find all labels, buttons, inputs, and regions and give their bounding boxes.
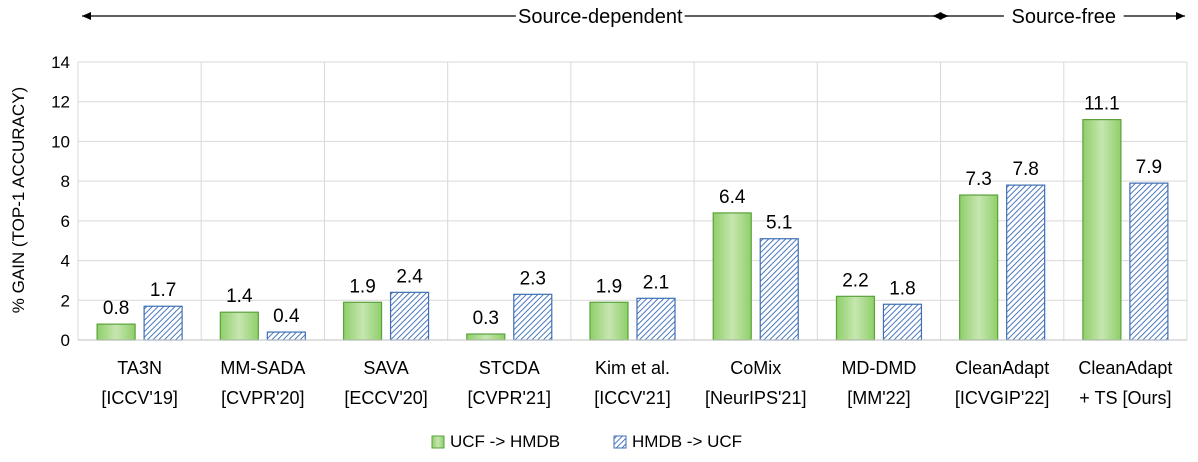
bar-ucf-hmdb bbox=[959, 194, 999, 341]
data-label-hmdb-ucf: 2.3 bbox=[520, 268, 546, 289]
legend-swatch-hmdb-ucf bbox=[613, 435, 627, 449]
x-tick-label: SAVA bbox=[363, 358, 408, 378]
y-tick-label: 0 bbox=[61, 331, 70, 350]
data-label-ucf-hmdb: 0.8 bbox=[103, 298, 129, 319]
y-tick-label: 12 bbox=[51, 93, 70, 112]
data-label-ucf-hmdb: 1.9 bbox=[596, 276, 622, 297]
data-label-hmdb-ucf: 5.1 bbox=[766, 213, 792, 234]
axes: 0 2 4 6 8 10 12 14 TA3N [ICCV'19] MM-SADA [CVPR'20]… bbox=[51, 53, 1187, 408]
data-label-hmdb-ucf: 2.4 bbox=[396, 266, 423, 287]
bar-ucf-hmdb bbox=[219, 311, 259, 341]
legend-label-ucf-hmdb: UCF -> HMDB bbox=[450, 432, 560, 451]
x-tick-label: Kim et al. bbox=[595, 358, 670, 378]
x-tick-label: MM-SADA bbox=[220, 358, 305, 378]
x-tick-label: CleanAdapt bbox=[955, 358, 1049, 378]
legend-label-hmdb-ucf: HMDB -> UCF bbox=[632, 432, 742, 451]
x-tick-label: [MM'22] bbox=[847, 388, 910, 408]
x-tick-label: STCDA bbox=[479, 358, 540, 378]
data-label-hmdb-ucf: 1.7 bbox=[150, 280, 176, 301]
bar-ucf-hmdb bbox=[342, 301, 383, 341]
x-tick-label: MD-DMD bbox=[841, 358, 916, 378]
x-tick-label: [NeurIPS'21] bbox=[705, 388, 807, 408]
x-tick-label: [ICCV'21] bbox=[594, 388, 670, 408]
bar-hmdb-ucf bbox=[759, 238, 799, 341]
top-annotations: Source-dependent Source-free bbox=[82, 6, 1185, 28]
y-tick-label: 4 bbox=[61, 252, 70, 271]
y-tick-label: 8 bbox=[61, 172, 70, 191]
bar-ucf-hmdb bbox=[466, 333, 506, 341]
data-label-ucf-hmdb: 0.3 bbox=[473, 308, 499, 329]
x-tick-label: [ICVGIP'22] bbox=[955, 388, 1049, 408]
data-label-hmdb-ucf: 7.9 bbox=[1136, 157, 1162, 178]
y-tick-label: 14 bbox=[51, 53, 70, 72]
x-tick-label: + TS [Ours] bbox=[1079, 388, 1171, 408]
x-tick-label: [CVPR'21] bbox=[468, 388, 551, 408]
y-tick-label: 6 bbox=[61, 212, 70, 231]
bar-hmdb-ucf bbox=[1006, 184, 1046, 341]
data-label-ucf-hmdb: 7.3 bbox=[965, 169, 991, 190]
data-label-ucf-hmdb: 6.4 bbox=[719, 187, 746, 208]
annotation-label: Source-dependent bbox=[518, 6, 683, 28]
legend-swatch-ucf-hmdb bbox=[431, 435, 445, 449]
bar-hmdb-ucf bbox=[143, 305, 183, 341]
bar-hmdb-ucf bbox=[513, 293, 553, 341]
x-tick-label: TA3N bbox=[117, 358, 162, 378]
y-tick-label: 10 bbox=[51, 132, 70, 151]
grid-lines bbox=[77, 61, 1188, 340]
bar-ucf-hmdb bbox=[589, 301, 629, 341]
annotation-label: Source-free bbox=[1012, 6, 1117, 28]
legend: UCF -> HMDB HMDB -> UCF bbox=[431, 432, 742, 451]
x-tick-label: [ICCV'19] bbox=[101, 388, 177, 408]
bars-group: 0.8 1.7 1.4 0.4 1.9 2.4 0.3 2.3 1.9 2.1 6.4 5.1 2.2 1… bbox=[96, 94, 1169, 341]
data-label-ucf-hmdb: 11.1 bbox=[1084, 94, 1120, 115]
y-tick-label: 2 bbox=[61, 291, 70, 310]
bar-hmdb-ucf bbox=[636, 297, 676, 341]
x-tick-label: CleanAdapt bbox=[1078, 358, 1172, 378]
x-tick-label: [ECCV'20] bbox=[344, 388, 427, 408]
y-axis-label: % GAIN (TOP-1 ACCURACY) bbox=[9, 87, 28, 313]
bar-hmdb-ucf bbox=[266, 331, 306, 341]
x-tick-label: [CVPR'20] bbox=[221, 388, 304, 408]
data-label-hmdb-ucf: 7.8 bbox=[1012, 159, 1038, 180]
data-label-hmdb-ucf: 1.8 bbox=[889, 278, 915, 299]
bar-ucf-hmdb bbox=[1082, 118, 1122, 341]
x-tick-label: CoMix bbox=[730, 358, 781, 378]
bar-hmdb-ucf bbox=[389, 291, 430, 341]
bar-ucf-hmdb bbox=[96, 323, 136, 341]
bar-ucf-hmdb bbox=[835, 295, 876, 341]
data-label-ucf-hmdb: 1.4 bbox=[226, 286, 253, 307]
bar-hmdb-ucf bbox=[882, 303, 923, 341]
bar-hmdb-ucf bbox=[1129, 182, 1169, 341]
data-label-hmdb-ucf: 0.4 bbox=[273, 306, 300, 327]
bar-ucf-hmdb bbox=[712, 212, 752, 341]
data-label-hmdb-ucf: 2.1 bbox=[643, 272, 669, 293]
data-label-ucf-hmdb: 1.9 bbox=[349, 276, 375, 297]
data-label-ucf-hmdb: 2.2 bbox=[842, 270, 868, 291]
